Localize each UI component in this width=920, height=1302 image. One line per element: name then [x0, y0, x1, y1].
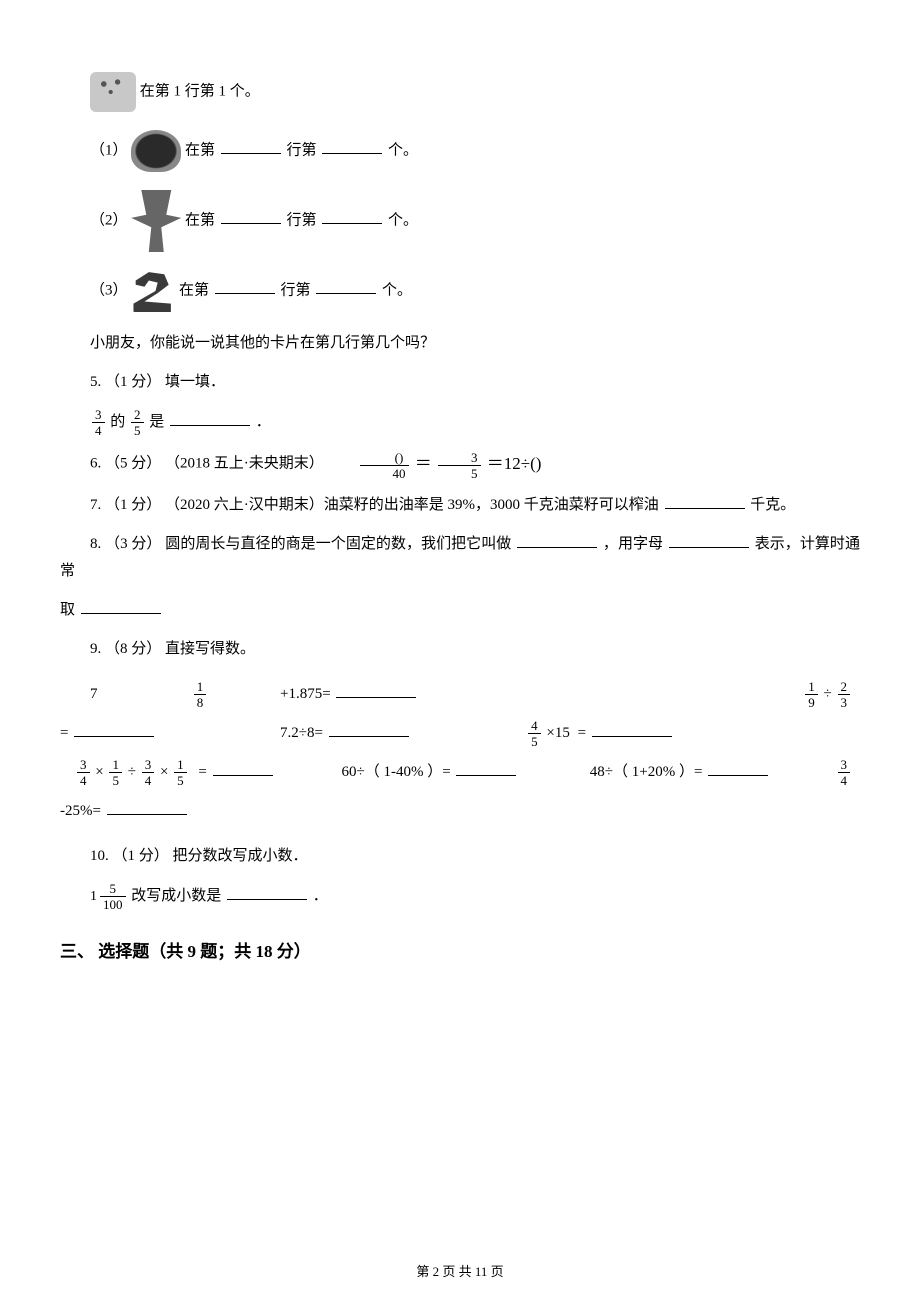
fraction: 3 5 [438, 451, 481, 480]
intro-line: 在第 1 行第 1 个。 [90, 72, 860, 112]
subq-mid1: 在第 [185, 142, 215, 158]
fraction: 4 5 [528, 719, 541, 748]
blank[interactable] [322, 208, 382, 224]
fraction: 2 5 [131, 408, 144, 437]
blank[interactable] [669, 532, 749, 548]
subq-num: （3） [90, 282, 128, 298]
subq-tail: 个。 [382, 282, 412, 298]
q8-line2: 取 [60, 597, 860, 624]
blank[interactable] [215, 278, 275, 294]
q7-a: 7. （1 分） （2020 六上·汉中期末）油菜籽的出油率是 39%，3000… [90, 497, 659, 513]
q9-f: 60÷（ 1-40% ）= [342, 764, 451, 780]
q9-c: 7.2÷8= [280, 725, 323, 741]
fraction: 5 100 [100, 882, 126, 911]
eq: = [578, 725, 586, 741]
q9-a-left: 7 [60, 675, 120, 714]
subq-1: （1） 在第 行第 个。 [90, 130, 860, 172]
fraction: 3 4 [838, 758, 851, 787]
subq-mid2: 行第 [287, 212, 317, 228]
q10-mid: 改写成小数是 [131, 888, 221, 904]
q8-d: 取 [60, 602, 75, 618]
q10-body: 1 5 100 改写成小数是 ． [90, 882, 860, 911]
subq-2: （2） 在第 行第 个。 [90, 190, 860, 252]
q6: 6. （5 分） （2018 五上·未央期末） () 40 ＝ 3 5 ＝12÷… [60, 449, 860, 480]
subq-tail: 个。 [388, 212, 418, 228]
q6-head: 6. （5 分） （2018 五上·未央期末） [90, 456, 324, 472]
page-footer: 第 2 页 共 11 页 [0, 1261, 920, 1280]
friend-line: 小朋友，你能说一说其他的卡片在第几行第几个吗？ [60, 330, 860, 357]
blank[interactable] [708, 760, 768, 776]
blank[interactable] [592, 721, 672, 737]
q7: 7. （1 分） （2020 六上·汉中期末）油菜籽的出油率是 39%，3000… [60, 492, 860, 519]
subq-mid1: 在第 [179, 282, 209, 298]
fraction: 1 8 [194, 680, 207, 709]
blank[interactable] [227, 884, 307, 900]
page: 在第 1 行第 1 个。 （1） 在第 行第 个。 （2） 在第 行第 个。 （… [0, 0, 920, 1302]
q9-body: 7 1 8 +1.875= 1 9 ÷ 2 3 [60, 675, 860, 831]
fraction: () 40 [360, 451, 409, 480]
eq: = [60, 725, 68, 741]
subq-tail: 个。 [388, 142, 418, 158]
blank[interactable] [74, 721, 154, 737]
blank[interactable] [221, 138, 281, 154]
mixed-number: 1 5 100 [90, 882, 128, 911]
person-icon [131, 190, 181, 252]
q5-head: 5. （1 分） 填一填． [60, 369, 860, 396]
q8-a: 8. （3 分） 圆的周长与直径的商是一个固定的数，我们把它叫做 [90, 536, 511, 552]
q9-head: 9. （8 分） 直接写得数。 [60, 636, 860, 663]
blank[interactable] [665, 493, 745, 509]
fraction: 1 9 [805, 680, 818, 709]
fraction: 1 5 [174, 758, 187, 787]
q10-tail: ． [313, 888, 328, 904]
q8-b: ，用字母 [603, 536, 663, 552]
q6-equation: () 40 ＝ 3 5 ＝12÷() [328, 449, 542, 480]
q7-b: 千克。 [750, 497, 795, 513]
blank[interactable] [107, 799, 187, 815]
subq-num: （2） [90, 212, 128, 228]
q5-body: 3 4 的 2 5 是 ． [90, 408, 860, 437]
blank[interactable] [329, 721, 409, 737]
q9-d-tail: ×15 [546, 725, 569, 741]
q9-h-tail: -25%= [60, 803, 101, 819]
q5-tail: ． [256, 414, 271, 430]
blank[interactable] [456, 760, 516, 776]
blank[interactable] [213, 760, 273, 776]
blank[interactable] [316, 278, 376, 294]
fraction: 2 3 [838, 680, 851, 709]
q5-mid: 的 [110, 414, 125, 430]
q9-g: 48÷（ 1+20% ）= [590, 764, 703, 780]
blank[interactable] [322, 138, 382, 154]
fraction: 3 4 [142, 758, 155, 787]
subq-num: （1） [90, 142, 128, 158]
blank[interactable] [170, 410, 250, 426]
fraction: 3 4 [77, 758, 90, 787]
section-3-title: 三、 选择题（共 9 题；共 18 分） [60, 937, 860, 962]
q9-b-op: ÷ [824, 686, 832, 702]
subq-mid2: 行第 [287, 142, 317, 158]
q9-a-mid: +1.875= [280, 686, 331, 702]
fraction: 3 4 [92, 408, 105, 437]
subq-mid1: 在第 [185, 212, 215, 228]
subq-3: （3） 在第 行第 个。 [90, 270, 860, 312]
blank[interactable] [81, 598, 161, 614]
bird-icon [131, 130, 181, 172]
q8: 8. （3 分） 圆的周长与直径的商是一个固定的数，我们把它叫做 ，用字母 表示… [60, 531, 860, 585]
number-two-icon [131, 270, 175, 312]
intro-text: 在第 1 行第 1 个。 [140, 83, 260, 99]
cake-icon [90, 72, 136, 112]
blank[interactable] [221, 208, 281, 224]
q10-head: 10. （1 分） 把分数改写成小数． [60, 843, 860, 870]
subq-mid2: 行第 [281, 282, 311, 298]
fraction: 1 5 [109, 758, 122, 787]
blank[interactable] [517, 532, 597, 548]
q5-is: 是 [149, 414, 164, 430]
blank[interactable] [336, 682, 416, 698]
